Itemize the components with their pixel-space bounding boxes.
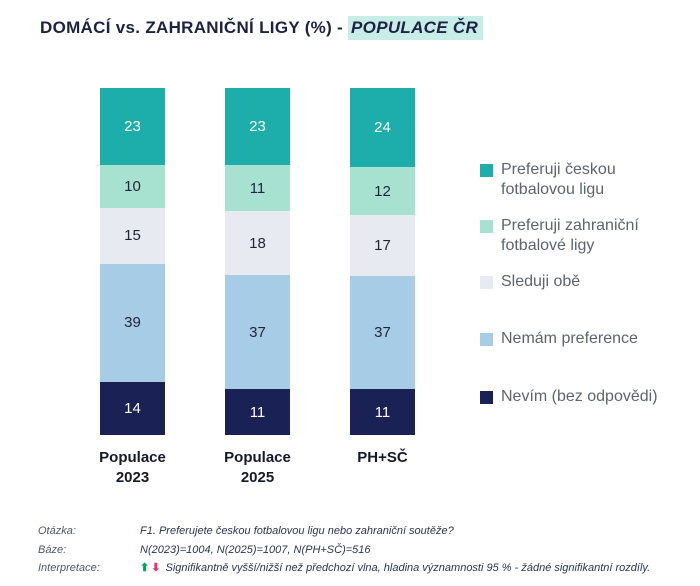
legend-item: Nemám preference [480,329,690,349]
bar-segment: 15 [100,207,165,264]
bar-value-label: 17 [374,237,391,255]
bar-segment: 12 [350,167,415,216]
bar-value-label: 14 [124,399,141,417]
legend-label: Nevím (bez odpovědi) [501,387,658,405]
bar-segment: 37 [350,276,415,390]
category-label: Populace 2025 [224,449,291,486]
bar-value-label: 37 [374,324,391,342]
bar-value-label: 15 [124,227,141,245]
bar-segment: 39 [100,263,165,382]
footnote-label: Báze: [38,543,67,556]
title-main: DOMÁCÍ vs. ZAHRANIČNÍ LIGY (%) - [40,18,349,37]
legend-swatch-icon [480,275,493,289]
bar-segment: 18 [225,211,290,276]
footnote-value: F1. Preferujete českou fotbalovou ligu n… [140,522,454,541]
bar-value-label: 23 [249,118,266,136]
significant-down-arrow-icon: ⬇ [151,562,161,575]
bar-segment: 11 [350,389,415,435]
legend-item: Sleduji obě [480,272,690,292]
bar-segment: 11 [225,389,290,435]
legend-swatch-icon [480,390,493,404]
bar-segment: 14 [100,381,165,435]
stacked-bar: 24 12 17 37 11 [350,88,415,435]
bar-segment: 17 [350,215,415,277]
bar-segment: 10 [100,164,165,208]
footnotes: Otázka: F1. Preferujete českou fotbalovou… [38,522,650,578]
footnote-label: Interpretace: [38,562,100,575]
stacked-bar: 23 11 18 37 11 [225,88,290,435]
bar-segment: 11 [225,165,290,212]
bar-value-label: 23 [124,117,141,135]
legend-swatch-icon [480,219,493,233]
legend-label: Sleduji obě [501,272,581,290]
footnote-value: ⬆ ⬇ Signifikantně vyšší/nižší než předcho… [140,559,650,578]
bar-value-label: 24 [374,119,391,137]
stacked-bar-chart: 23 10 15 39 14 Populace 2023 23 11 18 37 11 Populac… [40,88,415,487]
legend-label: Preferuji českou fotbalovou ligu [501,161,616,199]
legend-swatch-icon [480,333,493,347]
chart-legend: Preferuji českou fotbalovou ligu Preferuj… [480,88,690,487]
bar-value-label: 12 [374,182,391,200]
footnote-row: Otázka: F1. Preferujete českou fotbalovou… [38,522,650,541]
page-title: DOMÁCÍ vs. ZAHRANIČNÍ LIGY (%) - POPULAC… [40,16,690,40]
bar-value-label: 10 [124,177,141,195]
footnote-text: N(2023)=1004, N(2025)=1007, N(PH+SČ)=516 [140,543,371,556]
category-label: PH+SČ [357,449,408,466]
legend-item: Nevím (bez odpovědi) [480,387,690,407]
bar-value-label: 37 [249,323,266,341]
footnote-text: Signifikantně vyšší/nižší než předchozí … [162,562,651,575]
bar-segment: 23 [225,88,290,166]
significant-up-arrow-icon: ⬆ [140,562,150,575]
stacked-bar: 23 10 15 39 14 [100,88,165,435]
bar-segment: 23 [100,88,165,165]
chart-area: 23 10 15 39 14 Populace 2023 23 11 18 37 11 Populac… [40,88,690,487]
legend-item: Preferuji českou fotbalovou ligu [480,160,690,201]
bar-value-label: 11 [249,179,266,197]
bar-value-label: 11 [374,403,391,421]
footnote-label: Otázka: [38,525,76,537]
footnote-text: F1. Preferujete českou fotbalovou ligu n… [140,525,454,537]
bar-column: 23 10 15 39 14 Populace 2023 [99,88,166,487]
bar-value-label: 39 [124,314,141,332]
bar-column: 23 11 18 37 11 Populace 2025 [224,88,291,487]
bar-value-label: 11 [249,403,266,421]
bar-column: 24 12 17 37 11 PH+SČ [350,88,415,487]
footnote-value: N(2023)=1004, N(2025)=1007, N(PH+SČ)=516 [140,541,371,560]
legend-label: Nemám preference [501,330,638,348]
footnote-row: Interpretace: ⬆ ⬇ Signifikantně vyšší/nižš… [38,559,650,578]
bar-value-label: 18 [249,234,266,252]
footnote-row: Báze: N(2023)=1004, N(2025)=1007, N(PH+SČ… [38,541,650,560]
title-highlight: POPULACE ČR [348,16,484,40]
legend-label: Preferuji zahraniční fotbalové ligy [501,216,639,255]
bar-segment: 24 [350,88,415,168]
legend-item: Preferuji zahraniční fotbalové ligy [480,216,690,257]
category-label: Populace 2023 [99,449,166,486]
bar-segment: 37 [225,275,290,390]
legend-swatch-icon [480,164,493,177]
